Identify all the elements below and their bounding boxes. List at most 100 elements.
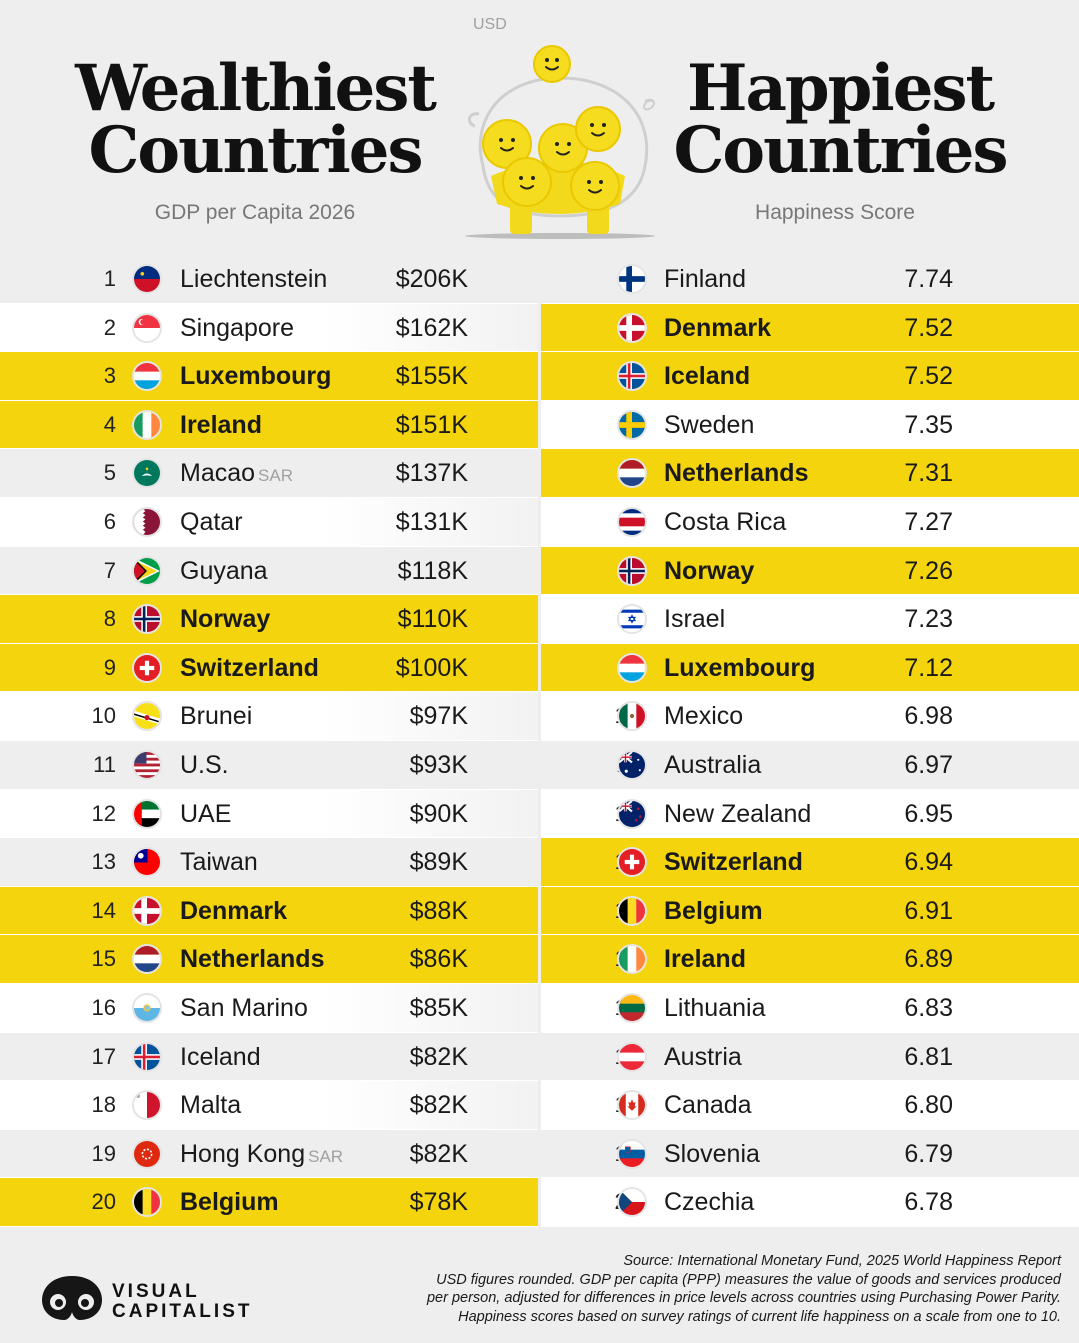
source-note: Source: International Monetary Fund, 202… — [341, 1252, 1061, 1326]
logo-line-capitalist: CAPITALIST — [112, 1301, 253, 1322]
country-label: Switzerland — [664, 848, 803, 877]
country-label: Austria — [664, 1042, 742, 1071]
guyana-flag-icon — [132, 555, 162, 586]
notes-line: Happiness scores based on survey ratings… — [458, 1308, 1061, 1325]
country-label: Iceland — [664, 362, 751, 391]
country-label: Norway — [664, 556, 755, 585]
country-name: Austria — [664, 1033, 742, 1081]
country-name: Norway — [664, 547, 754, 595]
happiness-score: 6.95 — [904, 799, 953, 828]
belgium-flag-icon — [617, 895, 647, 926]
singapore-flag-icon — [132, 312, 162, 343]
country-name: Belgium — [664, 887, 763, 935]
sweden-flag-icon — [617, 409, 647, 440]
gdp-value: $93K — [409, 750, 468, 779]
country-name: UAE — [180, 790, 231, 838]
uae-flag-icon — [132, 798, 162, 829]
gdp-value: $82K — [409, 1091, 468, 1120]
country-label: Finland — [664, 265, 746, 293]
country-label: San Marino — [180, 993, 308, 1022]
gdp-value: $131K — [395, 507, 468, 536]
happiness-score: 7.27 — [904, 507, 953, 536]
country-label: Netherlands — [664, 459, 809, 488]
happiness-score: 6.94 — [904, 848, 953, 877]
rank-number: 16 — [91, 994, 116, 1020]
gdp-value: $82K — [409, 1042, 468, 1071]
country-name: Ireland — [180, 401, 262, 449]
happiest-subtitle: Happiness Score — [755, 201, 915, 224]
rank-number: 10 — [91, 703, 116, 729]
gdp-value: $100K — [395, 653, 468, 682]
rank-number: 20 — [91, 1189, 116, 1215]
happiness-score: 6.79 — [904, 1139, 953, 1168]
gdp-value: $137K — [395, 459, 468, 488]
gdp-value: $86K — [409, 945, 468, 974]
table-row: 3 Luxembourg $155K — [0, 352, 538, 401]
gdp-value: $89K — [409, 848, 468, 877]
table-row: 18 Malta $82K — [0, 1081, 538, 1130]
costarica-flag-icon — [617, 506, 647, 537]
taiwan-flag-icon — [132, 847, 162, 878]
rank-number: 1 — [103, 266, 116, 291]
rank-number: 13 — [91, 849, 116, 875]
country-name: New Zealand — [664, 790, 811, 838]
luxembourg-flag-icon — [132, 361, 162, 392]
rank-number: 15 — [91, 946, 116, 972]
table-row: 15 Netherlands $86K — [0, 935, 538, 984]
table-row: 16Lithuania6.83 — [541, 983, 1079, 1033]
denmark-flag-icon — [617, 312, 647, 343]
gdp-value: $97K — [409, 702, 468, 731]
country-label: Mexico — [664, 702, 744, 731]
country-label: Sweden — [664, 410, 755, 439]
rank-number: 7 — [103, 557, 116, 583]
country-label: Canada — [664, 1091, 752, 1120]
country-label: New Zealand — [664, 799, 812, 828]
rank-number: 12 — [91, 800, 116, 826]
country-label: U.S. — [180, 750, 229, 779]
happiness-score: 7.31 — [904, 459, 953, 488]
country-label: Guyana — [180, 556, 268, 585]
malta-flag-icon — [132, 1090, 162, 1121]
piggy-bank-illustration-icon — [465, 45, 655, 239]
source-line: Source: International Monetary Fund, 202… — [623, 1253, 1061, 1269]
country-name: Luxembourg — [664, 644, 815, 692]
happiest-title: Happiest Countries — [673, 51, 1008, 188]
table-row: 1Finland7.74 — [541, 255, 1079, 304]
table-row: 2Denmark7.52 — [541, 303, 1079, 353]
norway-flag-icon — [617, 555, 647, 586]
rank-number: 18 — [91, 1092, 116, 1118]
country-label: Denmark — [664, 313, 771, 342]
country-name: Qatar — [180, 498, 243, 546]
netherlands-flag-icon — [132, 944, 162, 975]
country-name: Hong Kong SAR — [180, 1130, 343, 1178]
country-label: Macao — [180, 459, 256, 488]
country-name: Australia — [664, 741, 761, 789]
happiness-score: 6.89 — [904, 945, 953, 974]
finland-flag-icon — [617, 264, 647, 294]
country-label: Singapore — [180, 313, 294, 342]
rank-number: 14 — [91, 897, 116, 923]
table-row: 18Canada6.80 — [541, 1081, 1079, 1130]
table-row: 14Belgium6.91 — [541, 886, 1079, 936]
country-label: Qatar — [180, 507, 243, 536]
czechia-flag-icon — [617, 1187, 647, 1218]
austria-flag-icon — [617, 1041, 647, 1072]
country-name: Denmark — [180, 887, 287, 935]
happiness-score: 7.23 — [904, 605, 953, 634]
country-label: Israel — [664, 605, 726, 634]
country-name: Norway — [180, 595, 270, 643]
happiness-score: 6.91 — [904, 896, 953, 925]
table-row: 17Austria6.81 — [541, 1033, 1079, 1082]
israel-flag-icon — [617, 604, 647, 635]
country-label: Luxembourg — [180, 362, 332, 391]
happiest-countries-table: 1Finland7.742Denmark7.523Iceland7.524Swe… — [541, 255, 1079, 1227]
denmark-flag-icon — [132, 895, 162, 926]
hongkong-flag-icon — [132, 1138, 162, 1169]
country-name: Lithuania — [664, 984, 765, 1032]
country-name: Iceland — [664, 352, 750, 400]
country-label: Taiwan — [180, 848, 258, 877]
country-name: Canada — [664, 1081, 752, 1129]
country-name: Finland — [664, 255, 746, 303]
table-row: 10 Brunei $97K — [0, 692, 538, 741]
